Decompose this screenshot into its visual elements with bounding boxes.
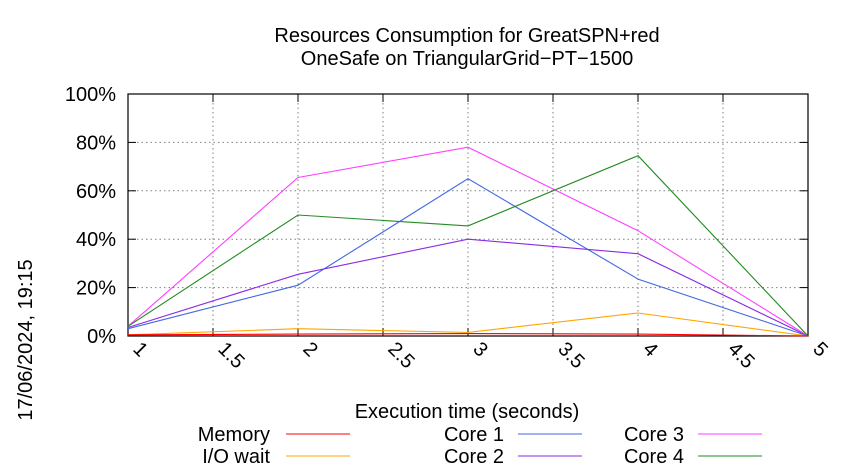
- x-tick-label: 5: [808, 338, 831, 361]
- x-tick-label: 3: [468, 338, 491, 361]
- x-tick-label: 1.5: [213, 338, 248, 373]
- series-lines: [127, 146, 809, 337]
- legend-i-o-wait-label: I/O wait: [202, 446, 270, 468]
- y-axis: 0% 20% 40% 60% 80% 100%: [65, 84, 808, 348]
- series-core-2-line: [127, 238, 809, 337]
- x-tick-label: 1: [128, 338, 151, 361]
- chart-title: Resources Consumption for GreatSPN+red: [274, 25, 659, 47]
- legend-memory-label: Memory: [198, 424, 270, 446]
- x-tick-label: 2.5: [383, 338, 418, 373]
- x-tick-label: 4.5: [723, 338, 758, 373]
- series-core-3-line: [127, 146, 809, 337]
- series-memory-line: [127, 333, 809, 337]
- y-tick-label: 100%: [65, 84, 116, 106]
- x-tick-label: 4: [638, 338, 661, 361]
- legend-core-2-label: Core 2: [444, 446, 504, 468]
- legend-core-4-label: Core 4: [624, 446, 684, 468]
- y-tick-label: 80%: [76, 132, 116, 154]
- y-tick-label: 0%: [87, 326, 116, 348]
- x-axis-label: Execution time (seconds): [355, 401, 580, 423]
- chart-subtitle: OneSafe on TriangularGrid−PT−1500: [301, 48, 633, 70]
- legend-core-3-label: Core 3: [624, 424, 684, 446]
- series-i-o-wait-line: [127, 312, 809, 337]
- x-tick-label: 2: [298, 338, 321, 361]
- y-tick-label: 40%: [76, 229, 116, 251]
- x-tick-label: 3.5: [553, 338, 588, 373]
- y-tick-label: 60%: [76, 181, 116, 203]
- series-core-4-line: [127, 155, 809, 337]
- grid: [128, 94, 808, 336]
- legend-core-1-label: Core 1: [444, 424, 504, 446]
- timestamp: 17/06/2024, 19:15: [15, 259, 37, 420]
- y-tick-label: 20%: [76, 278, 116, 300]
- series-core-1-line: [127, 178, 809, 337]
